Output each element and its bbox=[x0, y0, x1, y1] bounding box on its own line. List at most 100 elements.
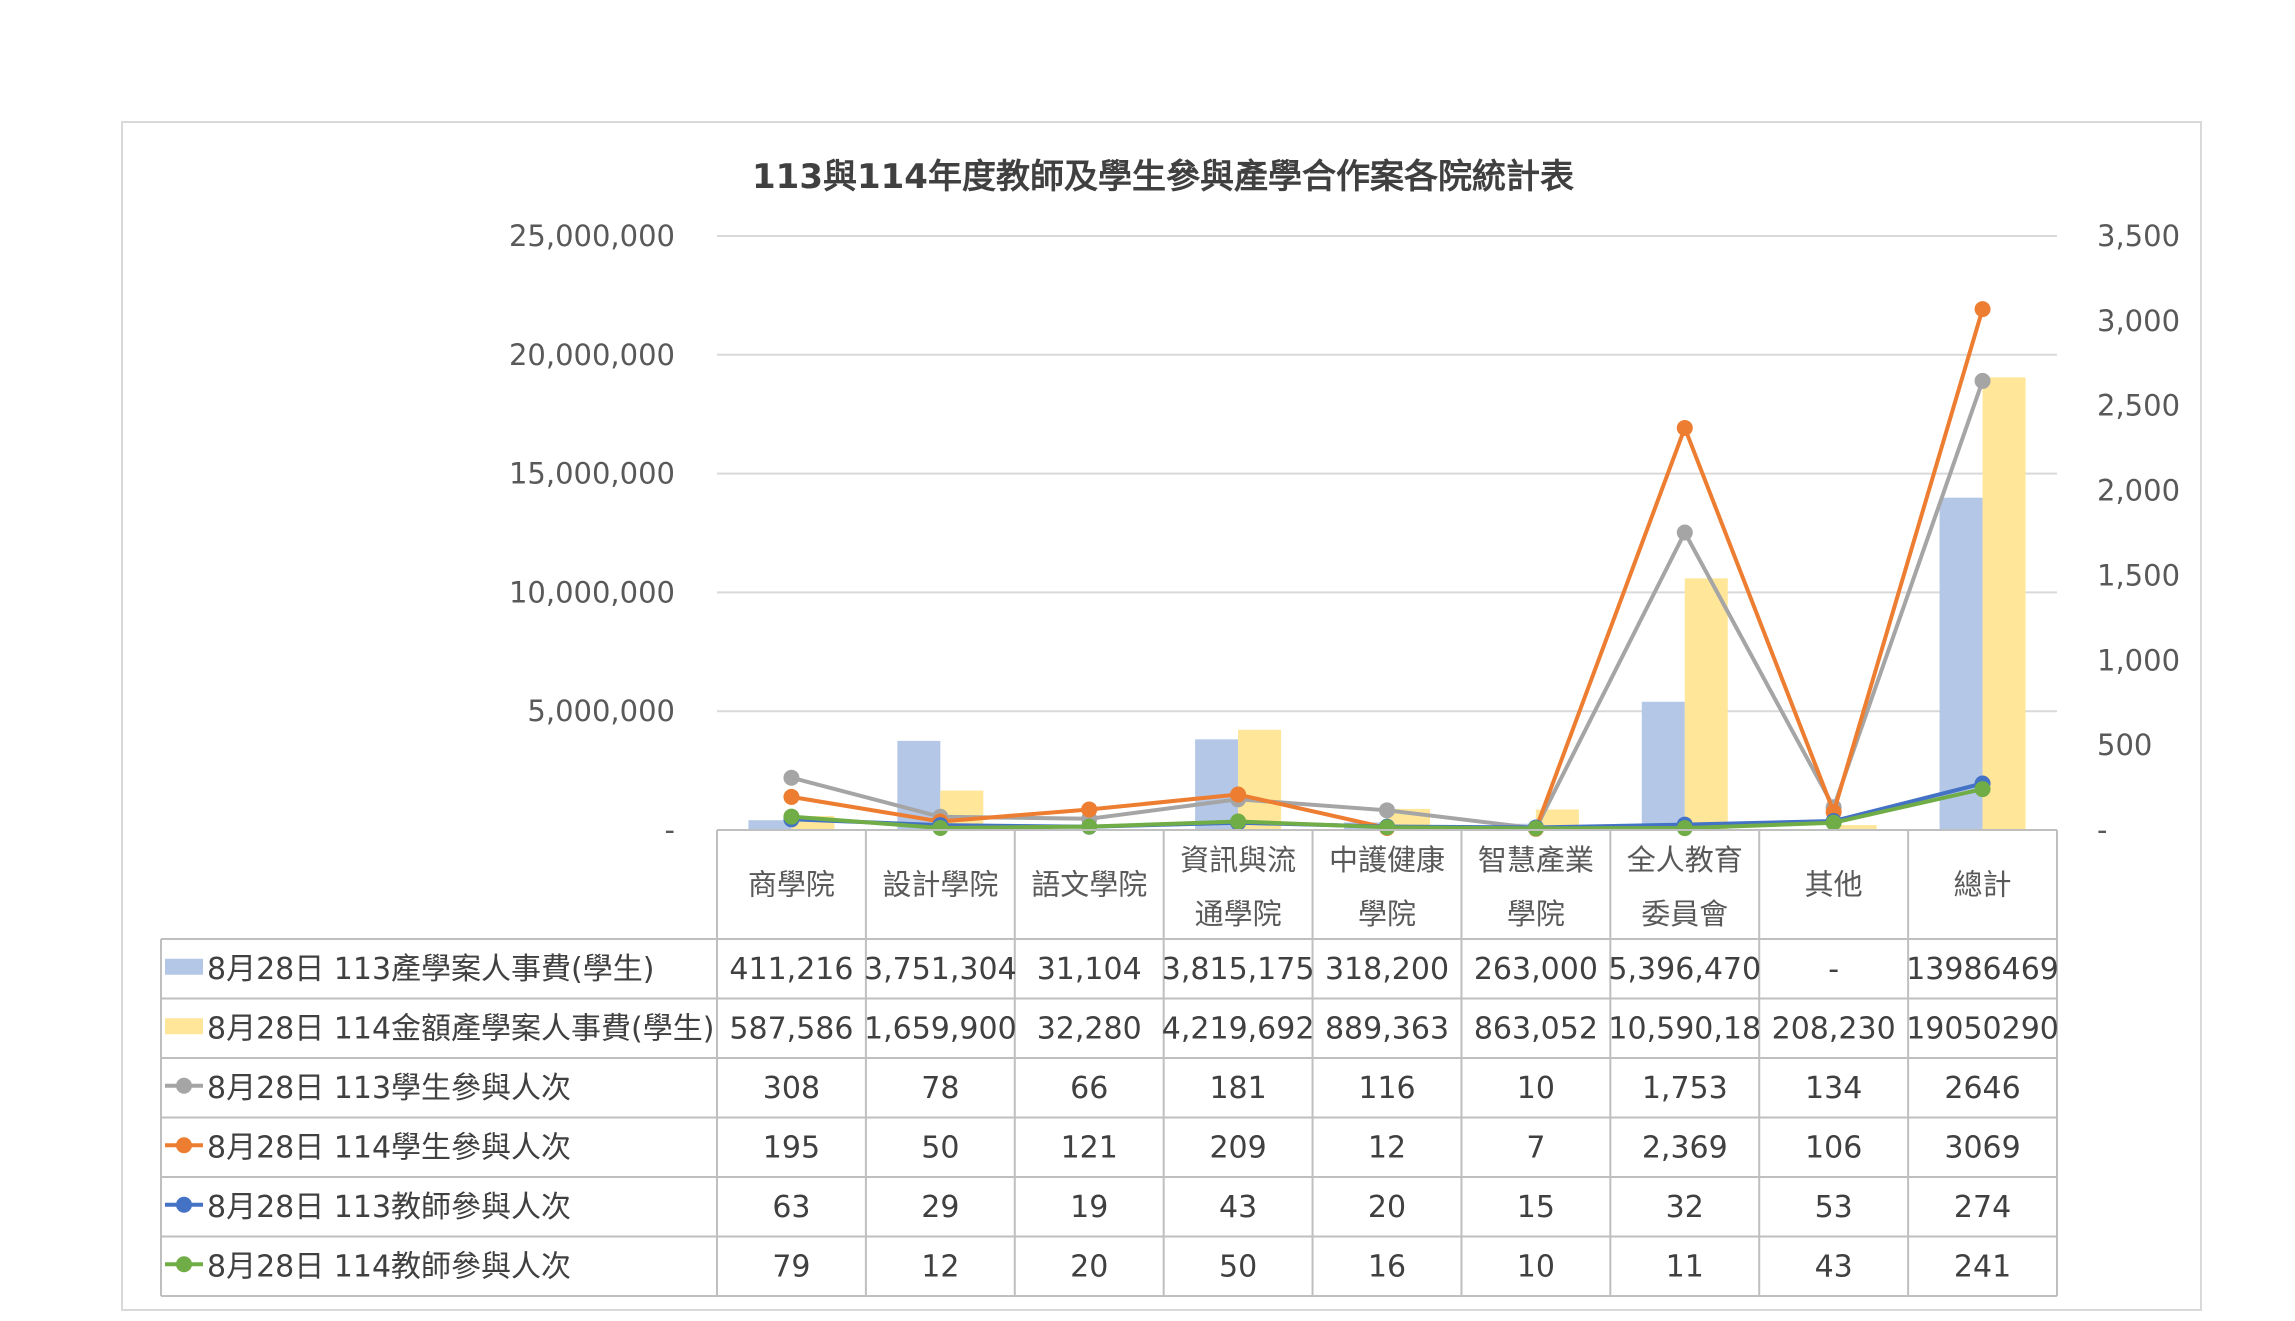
data-table-value: 10 bbox=[1517, 1071, 1555, 1106]
legend-series-name: 8月28日 114金額產學案人事費(學生) bbox=[207, 1011, 714, 1046]
bar-2 bbox=[1833, 825, 1877, 830]
data-table-value: 43 bbox=[1219, 1190, 1257, 1225]
data-table-value: 5,396,470 bbox=[1608, 952, 1761, 987]
legend-key-marker bbox=[176, 1137, 192, 1154]
left-axis: - 5,000,000 10,000,000 15,000,000 20,000,000… bbox=[509, 219, 675, 847]
data-table-value: 263,000 bbox=[1474, 952, 1598, 987]
data-table-value: 12 bbox=[1368, 1130, 1406, 1165]
category-label: 中護健康 bbox=[1329, 843, 1445, 877]
series-marker-4 bbox=[1230, 813, 1247, 830]
data-table-value: 2646 bbox=[1944, 1071, 2020, 1106]
data-table-value: 66 bbox=[1070, 1071, 1108, 1106]
series-marker-4 bbox=[1379, 819, 1395, 836]
series-marker-4 bbox=[1676, 820, 1693, 837]
series-marker-4 bbox=[783, 808, 800, 825]
right-axis-tick-label: - bbox=[2097, 813, 2107, 847]
chart-title: 113與114年度教師及學生參與產學合作案各院統計表 bbox=[752, 157, 1574, 197]
bar-1 bbox=[1641, 701, 1685, 830]
left-axis-tick-label: 10,000,000 bbox=[509, 575, 675, 609]
series-marker-4 bbox=[1974, 781, 1991, 798]
data-table-value: 116 bbox=[1358, 1071, 1415, 1106]
data-table-value: 12 bbox=[921, 1249, 959, 1284]
series-marker-1 bbox=[1676, 524, 1693, 541]
series-marker-4 bbox=[1527, 820, 1544, 837]
data-table-value: 209 bbox=[1209, 1130, 1266, 1165]
series-marker-4 bbox=[1081, 818, 1098, 835]
right-axis-tick-label: 2,500 bbox=[2097, 389, 2180, 423]
data-table-value: 106 bbox=[1805, 1130, 1862, 1165]
legend-key-marker bbox=[176, 1077, 192, 1094]
data-table-value: 19050290 bbox=[1906, 1011, 2059, 1046]
right-axis-tick-label: 1,500 bbox=[2097, 558, 2180, 592]
category-label: 學院 bbox=[1507, 897, 1565, 931]
chart-svg: 113與114年度教師及學生參與產學合作案各院統計表 - 5,000,000 10,… bbox=[160, 157, 2180, 1297]
data-table-value: 3069 bbox=[1944, 1130, 2020, 1165]
series-marker-1 bbox=[783, 769, 800, 786]
bar-2 bbox=[1238, 729, 1282, 830]
series-marker-2 bbox=[1676, 419, 1693, 436]
data-table-value: 13986469 bbox=[1906, 952, 2059, 987]
data-table-value: 32,280 bbox=[1037, 1011, 1142, 1046]
data-table-value: 241 bbox=[1954, 1249, 2011, 1284]
data-table-value: 121 bbox=[1061, 1130, 1118, 1165]
data-table-value: 29 bbox=[921, 1190, 959, 1225]
data-table-value: 411,216 bbox=[729, 952, 853, 987]
data-table-value: 318,200 bbox=[1325, 952, 1449, 987]
legend-key-bar bbox=[165, 1018, 203, 1035]
data-table-value: 15 bbox=[1517, 1190, 1555, 1225]
left-axis-tick-label: 15,000,000 bbox=[509, 457, 675, 491]
right-axis: - 500 1,000 1,500 2,000 2,500 3,000 3,500 bbox=[2097, 219, 2180, 847]
data-table-value: 3,815,175 bbox=[1162, 952, 1315, 987]
series-marker-1 bbox=[1379, 802, 1395, 819]
data-table-value: 7 bbox=[1526, 1130, 1545, 1165]
data-table-value: 10 bbox=[1517, 1249, 1555, 1284]
legend-key-marker bbox=[176, 1196, 192, 1213]
data-table-value: 79 bbox=[772, 1249, 810, 1284]
data-table-value: 10,590,18 bbox=[1608, 1011, 1761, 1046]
category-label: 總計 bbox=[1954, 868, 2012, 902]
chart-frame: 113與114年度教師及學生參與產學合作案各院統計表 - 5,000,000 10,… bbox=[121, 121, 2202, 1311]
data-table-value: 31,104 bbox=[1037, 952, 1142, 987]
data-table-value: 16 bbox=[1368, 1249, 1406, 1284]
data-table-value: 78 bbox=[921, 1071, 959, 1106]
category-label: 智慧產業 bbox=[1478, 843, 1594, 877]
data-table-value: 1,659,900 bbox=[864, 1011, 1017, 1046]
left-axis-tick-label: 20,000,000 bbox=[509, 338, 675, 372]
bar-1 bbox=[748, 820, 792, 830]
legend-key-bar bbox=[165, 958, 203, 975]
bar-2 bbox=[1982, 377, 2026, 830]
right-axis-tick-label: 3,500 bbox=[2097, 219, 2180, 253]
lines bbox=[783, 301, 1991, 837]
data-table-value: 308 bbox=[763, 1071, 820, 1106]
data-table-value: 19 bbox=[1070, 1190, 1108, 1225]
category-label: 商學院 bbox=[748, 868, 835, 902]
data-table-value: 208,230 bbox=[1772, 1011, 1896, 1046]
series-marker-2 bbox=[1081, 801, 1098, 818]
category-label: 其他 bbox=[1805, 868, 1863, 902]
data-table-value: - bbox=[1828, 952, 1839, 987]
left-axis-tick-label: 5,000,000 bbox=[527, 694, 675, 728]
data-table-value: 1,753 bbox=[1642, 1071, 1728, 1106]
series-marker-1 bbox=[1974, 372, 1991, 389]
data-table-value: 32 bbox=[1666, 1190, 1704, 1225]
data-table-value: 4,219,692 bbox=[1162, 1011, 1315, 1046]
category-label: 語文學院 bbox=[1031, 868, 1147, 902]
legend-series-name: 8月28日 113學生參與人次 bbox=[207, 1071, 571, 1106]
category-label: 全人教育 bbox=[1627, 843, 1743, 877]
right-axis-tick-label: 500 bbox=[2097, 728, 2152, 762]
data-table-value: 20 bbox=[1368, 1190, 1406, 1225]
bar-2 bbox=[1684, 578, 1728, 830]
category-label: 通學院 bbox=[1195, 897, 1282, 931]
bar-1 bbox=[1195, 739, 1239, 830]
right-axis-tick-label: 3,000 bbox=[2097, 304, 2180, 338]
legend-key-marker bbox=[176, 1256, 192, 1273]
legend-series-name: 8月28日 114學生參與人次 bbox=[207, 1130, 571, 1165]
data-table-value: 889,363 bbox=[1325, 1011, 1449, 1046]
series-marker-2 bbox=[1974, 301, 1991, 318]
series-marker-4 bbox=[1825, 814, 1842, 831]
data-table-value: 3,751,304 bbox=[864, 952, 1017, 987]
legend-series-name: 8月28日 113教師參與人次 bbox=[207, 1190, 571, 1225]
data-table-value: 134 bbox=[1805, 1071, 1862, 1106]
series-line-1 bbox=[790, 380, 1985, 831]
